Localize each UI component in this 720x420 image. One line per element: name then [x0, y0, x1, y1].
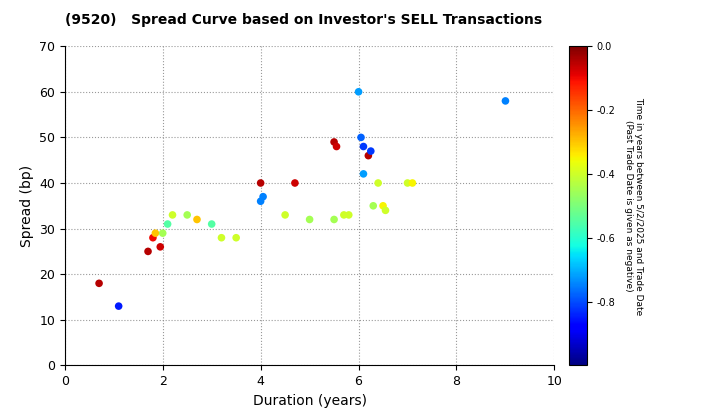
Point	[500, 97, 511, 104]
Point	[358, 143, 369, 150]
Point	[162, 220, 174, 227]
Point	[155, 244, 166, 250]
Point	[289, 180, 301, 186]
Point	[353, 89, 364, 95]
Point	[343, 212, 354, 218]
Point	[167, 212, 179, 218]
Point	[330, 143, 342, 150]
Point	[150, 230, 161, 236]
Point	[147, 234, 158, 241]
Point	[372, 180, 384, 186]
Point	[279, 212, 291, 218]
Point	[328, 139, 340, 145]
Point	[192, 216, 203, 223]
Point	[377, 202, 389, 209]
Point	[367, 202, 379, 209]
Point	[230, 234, 242, 241]
Point	[379, 207, 391, 214]
Y-axis label: Time in years between 5/2/2025 and Trade Date
(Past Trade Date is given as negat: Time in years between 5/2/2025 and Trade…	[624, 97, 643, 315]
Y-axis label: Spread (bp): Spread (bp)	[19, 165, 34, 247]
Point	[157, 230, 168, 236]
Point	[257, 193, 269, 200]
Point	[216, 234, 228, 241]
Point	[365, 148, 377, 155]
Point	[206, 220, 217, 227]
Point	[338, 212, 350, 218]
Point	[355, 134, 366, 141]
Point	[255, 198, 266, 205]
Point	[363, 152, 374, 159]
Point	[407, 180, 418, 186]
Text: (9520)   Spread Curve based on Investor's SELL Transactions: (9520) Spread Curve based on Investor's …	[65, 13, 542, 26]
Point	[113, 303, 125, 310]
Point	[143, 248, 154, 255]
Point	[181, 212, 193, 218]
Point	[358, 171, 369, 177]
Point	[328, 216, 340, 223]
Point	[402, 180, 413, 186]
Point	[255, 180, 266, 186]
X-axis label: Duration (years): Duration (years)	[253, 394, 366, 408]
Point	[94, 280, 105, 287]
Point	[304, 216, 315, 223]
